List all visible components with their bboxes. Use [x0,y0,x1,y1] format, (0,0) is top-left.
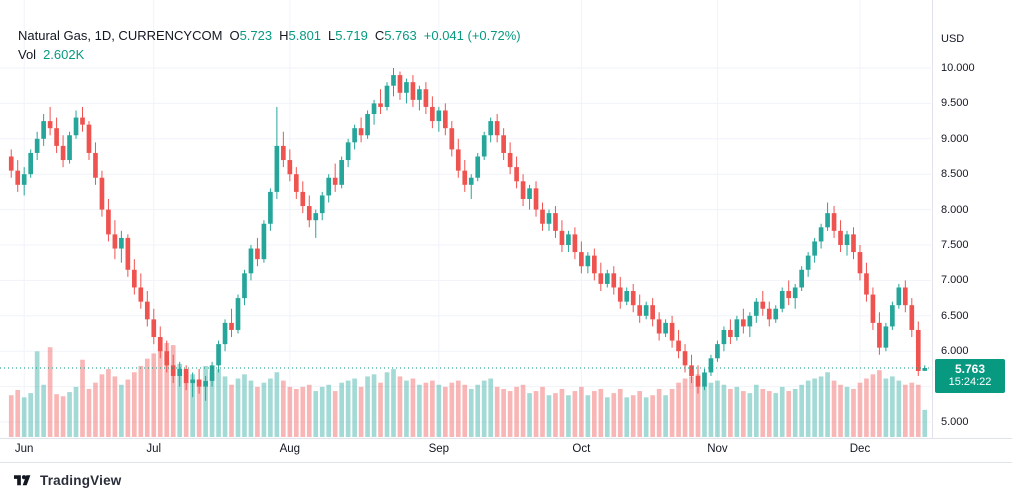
close-label: C [374,28,385,43]
last-price-badge: 5.763 15:24:22 [935,358,1005,393]
price-axis-label: 7.500 [941,239,969,251]
time-axis-label: Aug [279,443,301,455]
change-value: +0.041 (+0.72%) [423,28,521,43]
time-axis-label: Dec [849,443,871,455]
price-axis-label: 7.000 [941,274,969,287]
time-axis-label: Sep [428,443,450,455]
low-value: 5.719 [335,28,368,43]
time-axis[interactable]: Jun Jul Aug Sep Oct Nov Dec [0,439,932,462]
footer-bar: TradingView [0,463,1012,498]
high-label: H [279,28,289,43]
price-axis[interactable]: USD 10.000 9.500 9.000 8.500 8.000 7.500 7.000… [933,0,1012,438]
price-axis-label: 8.000 [941,203,969,216]
close-value: 5.763 [384,28,417,43]
ohlc-low: L5.719 [328,26,368,45]
last-price-value: 5.763 [954,361,986,376]
open-label: O [229,28,240,43]
time-axis-label: Nov [707,443,728,455]
price-axis-label: 9.000 [941,132,969,145]
volume-label: Vol [18,47,37,62]
ohlc-open: O5.723 [229,26,272,45]
price-axis-label: 8.500 [941,168,969,181]
ohlc-close: C5.763 [375,26,417,45]
ohlc-high: H5.801 [279,26,321,45]
price-axis-label: 10.000 [941,62,975,74]
low-label: L [328,28,336,43]
volume-value: 2.602K [43,47,85,62]
tradingview-logo-text[interactable]: TradingView [40,473,122,488]
high-value: 5.801 [288,28,322,43]
symbol-title[interactable]: Natural Gas, 1D, CURRENCYCOM [18,28,223,43]
price-axis-label: 6.500 [941,309,969,322]
time-axis-label: Oct [572,443,591,455]
legend-volume-row: Vol 2.602K [18,45,521,64]
tradingview-logo-icon[interactable] [14,473,33,488]
time-axis-label: Jun [14,443,34,455]
price-axis-label: 9.500 [941,97,969,110]
price-axis-label: 6.000 [941,345,969,358]
price-axis-label: 5.000 [941,416,969,428]
legend-symbol-row: Natural Gas, 1D, CURRENCYCOM O5.723 H5.8… [18,26,521,45]
chart-legend: Natural Gas, 1D, CURRENCYCOM O5.723 H5.8… [18,26,521,64]
time-axis-label: Jul [146,443,162,455]
bar-countdown-timer: 15:24:22 [948,375,992,388]
currency-label: USD [941,33,965,45]
open-value: 5.723 [239,28,273,43]
